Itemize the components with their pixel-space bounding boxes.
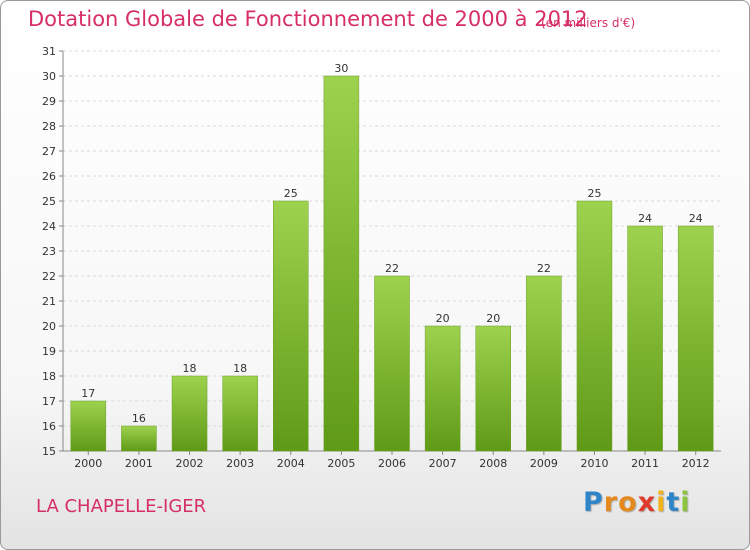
chart-title: Dotation Globale de Fonctionnement de 20…: [28, 7, 588, 31]
y-tick-label: 30: [42, 70, 56, 83]
bar-2003: [222, 375, 258, 452]
bar-2004: [273, 200, 309, 452]
x-tick-label-2011: 2011: [631, 457, 659, 470]
y-tick-label: 31: [42, 45, 56, 58]
bar-2007: [424, 325, 461, 452]
bar-2008: [475, 325, 511, 452]
value-label-2012: 24: [689, 212, 703, 225]
y-tick-label: 19: [42, 345, 56, 358]
y-tick-label: 26: [42, 170, 56, 183]
x-tick-label-2009: 2009: [530, 457, 558, 470]
bars: [70, 75, 714, 452]
bar-2012: [677, 225, 714, 452]
value-label-2005: 30: [334, 62, 348, 75]
value-label-2010: 25: [587, 187, 601, 200]
bar-2006: [374, 275, 410, 452]
x-tick-label-2006: 2006: [378, 457, 406, 470]
logo-letter: i: [680, 487, 691, 518]
x-tick-label-2001: 2001: [125, 457, 153, 470]
logo-letter: r: [603, 487, 619, 518]
value-label-2008: 20: [486, 312, 500, 325]
y-tick-label: 21: [42, 295, 56, 308]
y-tick-label: 15: [42, 445, 56, 458]
x-tick-label-2005: 2005: [327, 457, 355, 470]
chart-subtitle: (en milliers d'€): [541, 16, 636, 30]
logo-letter: o: [618, 487, 638, 518]
y-tick-label: 20: [42, 320, 56, 333]
logo-letter: x: [637, 487, 657, 518]
x-tick-label-2012: 2012: [682, 457, 710, 470]
y-tick-label: 22: [42, 270, 56, 283]
y-tick-label: 25: [42, 195, 56, 208]
x-tick-label-2008: 2008: [479, 457, 507, 470]
bar-2000: [70, 400, 107, 452]
value-label-2009: 22: [537, 262, 551, 275]
y-tick-label: 28: [42, 120, 56, 133]
y-tick-label: 16: [42, 420, 56, 433]
value-label-2007: 20: [436, 312, 450, 325]
value-label-2003: 18: [233, 362, 247, 375]
y-tick-label: 27: [42, 145, 56, 158]
y-tick-label: 23: [42, 245, 56, 258]
value-label-2004: 25: [284, 187, 298, 200]
y-tick-label: 17: [42, 395, 56, 408]
bar-2005: [323, 75, 360, 452]
value-label-2000: 17: [81, 387, 95, 400]
logo-letter: P: [583, 487, 604, 518]
value-label-2006: 22: [385, 262, 399, 275]
bar-2002: [171, 375, 208, 452]
labels: 17 2000 16 2001 18 2002 18 2003 25 2004 30 2005 22 20…: [74, 62, 709, 470]
proxiti-logo: Proxiti: [583, 487, 691, 518]
bar-2011: [627, 225, 663, 452]
logo-letter: t: [666, 487, 681, 518]
x-tick-label-2003: 2003: [226, 457, 254, 470]
value-label-2002: 18: [183, 362, 197, 375]
x-tick-label-2000: 2000: [74, 457, 102, 470]
y-tick-label: 18: [42, 370, 56, 383]
bar-2001: [121, 425, 157, 452]
x-tick-label-2004: 2004: [277, 457, 305, 470]
y-tick-label: 29: [42, 95, 56, 108]
bar-2009: [526, 275, 562, 452]
y-tick-label: 24: [42, 220, 56, 233]
logo-letter: i: [656, 487, 667, 518]
value-label-2011: 24: [638, 212, 652, 225]
x-tick-label-2010: 2010: [580, 457, 608, 470]
commune-name: LA CHAPELLE-IGER: [36, 496, 207, 517]
x-tick-label-2007: 2007: [429, 457, 457, 470]
x-tick-label-2002: 2002: [176, 457, 204, 470]
bar-2010: [576, 200, 613, 452]
value-label-2001: 16: [132, 412, 146, 425]
